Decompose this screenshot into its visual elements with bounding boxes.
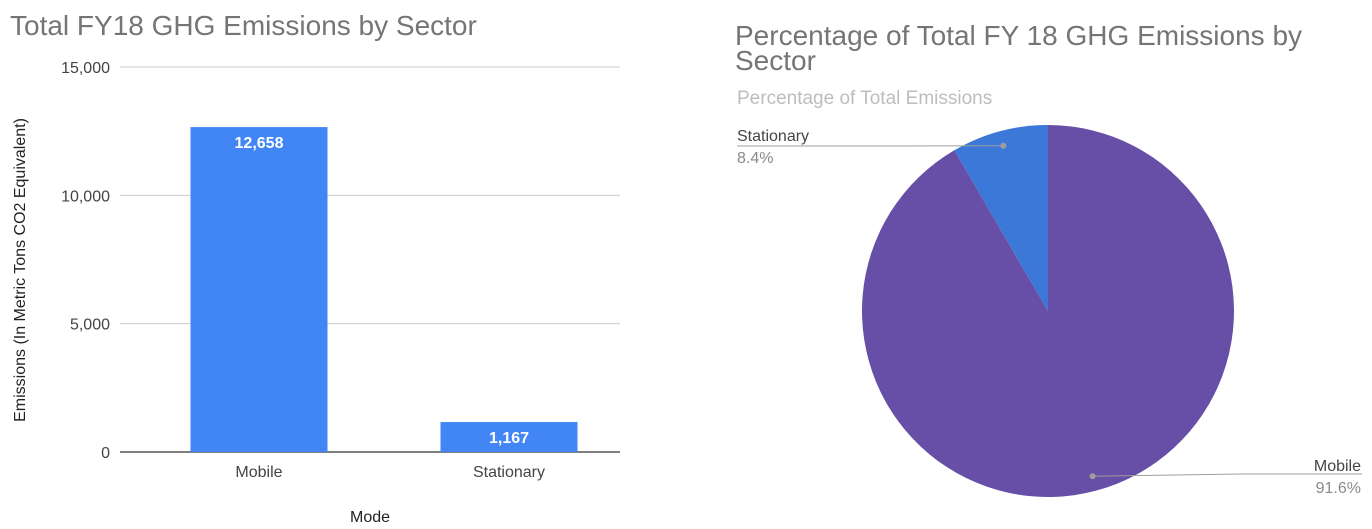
bar-y-tick-label: 0 [101, 445, 110, 462]
bar-chart-title: Total FY18 GHG Emissions by Sector [10, 10, 477, 41]
pie-slices [861, 125, 1234, 497]
bar-mobile [190, 127, 328, 453]
bar-x-tick-label-stationary: Stationary [473, 464, 545, 481]
bar-y-tick-labels: 0 5,000 10,000 15,000 [61, 60, 110, 462]
pie-label-mobile-pct: 91.6% [1316, 480, 1361, 497]
bar-y-tick-label: 10,000 [61, 188, 110, 205]
bar-marks [190, 127, 578, 453]
pie-chart-title-line-1: Percentage of Total FY 18 GHG Emissions … [735, 20, 1302, 51]
pie-leaders [737, 142, 1362, 480]
pie-label-mobile-name: Mobile [1314, 458, 1361, 475]
pie-chart-subtitle: Percentage of Total Emissions [737, 88, 992, 109]
pie-slice-stationary [954, 125, 1048, 311]
bar-data-label-mobile: 12,658 [235, 135, 284, 152]
bar-stationary [440, 422, 578, 452]
bar-y-axis-title: Emissions (In Metric Tons CO2 Equivalent… [12, 118, 29, 422]
bar-y-tick-label: 5,000 [70, 317, 110, 334]
bar-x-tick-labels: Mobile Stationary [235, 464, 545, 481]
bar-data-labels: 12,658 1,167 [235, 135, 530, 447]
pie-chart: Percentage of Total FY 18 GHG Emissions … [735, 20, 1362, 497]
pie-label-stationary-name: Stationary [737, 128, 809, 145]
bar-x-tick-label-mobile: Mobile [235, 464, 282, 481]
pie-chart-title-line-2: Sector [735, 45, 816, 76]
bar-chart: Total FY18 GHG Emissions by Sector 0 5,00… [10, 10, 620, 526]
pie-leader-line-mobile [1092, 473, 1362, 477]
bar-data-label-stationary: 1,167 [489, 430, 529, 447]
pie-label-stationary-pct: 8.4% [737, 150, 773, 167]
bar-y-tick-label: 15,000 [61, 60, 110, 77]
bar-x-axis-title: Mode [350, 509, 390, 526]
